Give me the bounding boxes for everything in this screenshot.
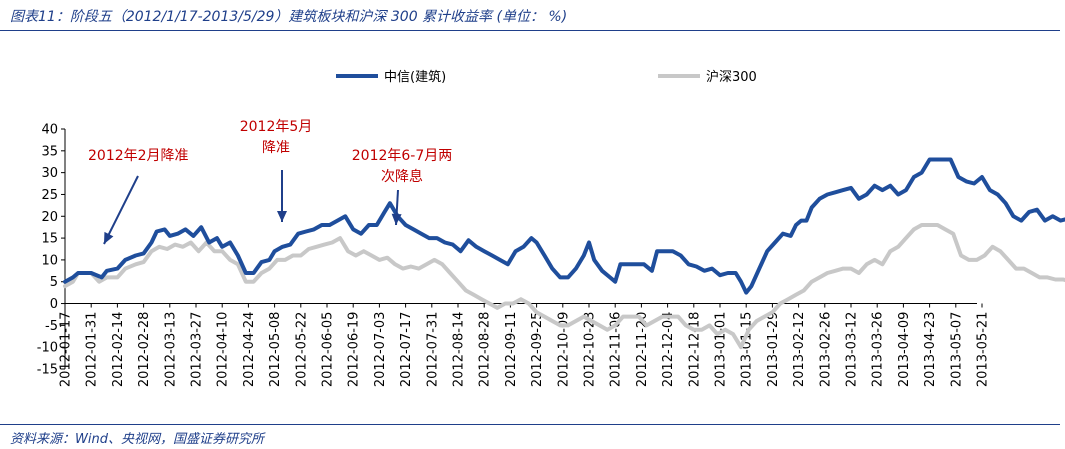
x-tick-label: 2012-11-06 [609, 312, 624, 388]
annotation-text: 2012年5月 [240, 119, 313, 135]
x-tick-label: 2013-04-23 [923, 312, 938, 388]
x-tick-label: 2012-01-17 [59, 312, 74, 388]
y-tick-label: 20 [41, 210, 58, 225]
x-tick-label: 2012-08-14 [452, 312, 467, 388]
x-tick-label: 2012-08-28 [478, 312, 493, 388]
annotation-text: 降准 [262, 140, 290, 156]
top-rule [0, 30, 1060, 31]
bottom-rule [0, 424, 1060, 425]
source-note: 资料来源：Wind、央视网，国盛证券研究所 [10, 432, 264, 447]
x-tick-label: 2013-01-15 [740, 312, 755, 388]
x-axis: 2012-01-17 2012-01-31 2012-02-14 2012-02-28… [59, 303, 991, 388]
x-tick-label: 2012-07-17 [399, 312, 414, 388]
x-tick-label: 2012-03-27 [190, 312, 205, 388]
y-tick-label: -5 [45, 319, 58, 334]
x-tick-label: 2013-05-21 [976, 312, 991, 388]
figure-title: 图表11：阶段五（2012/1/17-2013/5/29）建筑板块和沪深 300… [10, 9, 568, 25]
y-tick-label: 10 [41, 253, 58, 268]
y-tick-label: 0 [50, 297, 58, 312]
x-tick-label: 2013-03-26 [871, 312, 886, 388]
x-tick-label: 2012-03-13 [163, 312, 178, 388]
y-tick-label: 35 [41, 144, 58, 159]
x-tick-label: 2012-09-25 [530, 312, 545, 388]
annotation-arrowhead [391, 213, 402, 225]
annotation-arrowhead [104, 231, 114, 244]
x-tick-label: 2012-05-22 [294, 312, 309, 388]
x-tick-label: 2012-10-23 [583, 312, 598, 388]
plot-area [63, 157, 1065, 350]
x-tick-label: 2012-06-19 [347, 312, 362, 388]
line-chart: 中信(建筑) 沪深300 40 35 30 25 20 15 10 5 0 -5 -10 -15 201… [37, 69, 1065, 388]
x-tick-label: 2012-04-24 [242, 312, 257, 388]
y-axis: 40 35 30 25 20 15 10 5 0 -5 -10 -15 [37, 123, 66, 378]
x-tick-label: 2012-07-31 [425, 312, 440, 388]
x-tick-label: 2012-02-28 [137, 312, 152, 388]
annotation-arrowhead [277, 211, 287, 222]
x-tick-label: 2012-10-09 [556, 312, 571, 388]
y-tick-label: -15 [37, 363, 58, 378]
series-line-csi300 [63, 223, 1065, 350]
y-tick-label: 15 [41, 232, 58, 247]
series-line-construction [63, 157, 1065, 295]
x-tick-label: 2012-12-04 [661, 312, 676, 388]
y-tick-label: 25 [41, 188, 58, 203]
legend-label: 中信(建筑) [384, 69, 446, 85]
x-tick-label: 2012-11-20 [635, 312, 650, 388]
x-tick-label: 2012-12-18 [687, 312, 702, 388]
x-tick-label: 2013-02-26 [818, 312, 833, 388]
annotation-text: 次降息 [381, 168, 423, 185]
annotation-text: 2012年6-7月两 [352, 148, 453, 164]
legend-label: 沪深300 [706, 69, 757, 85]
x-tick-label: 2013-01-29 [766, 312, 781, 388]
y-tick-label: 40 [41, 123, 58, 138]
x-tick-label: 2013-01-01 [714, 312, 729, 388]
x-tick-label: 2012-05-08 [268, 312, 283, 388]
x-tick-label: 2013-04-09 [897, 312, 912, 388]
annotation-arrow [103, 175, 139, 245]
x-tick-label: 2012-04-10 [216, 312, 231, 388]
y-tick-label: -10 [37, 341, 58, 356]
legend: 中信(建筑) 沪深300 [336, 69, 757, 85]
x-tick-label: 2012-01-31 [85, 312, 100, 388]
x-tick-label: 2013-03-12 [845, 312, 860, 388]
x-tick-label: 2012-09-11 [504, 312, 519, 388]
y-tick-label: 30 [41, 166, 58, 181]
x-tick-label: 2012-06-05 [321, 312, 336, 388]
x-tick-label: 2012-07-03 [373, 312, 388, 388]
x-tick-label: 2013-02-12 [792, 312, 807, 388]
y-tick-label: 5 [50, 275, 58, 290]
x-tick-label: 2013-05-07 [949, 312, 964, 388]
x-tick-label: 2012-02-14 [111, 312, 126, 388]
annotation-text: 2012年2月降准 [88, 148, 189, 164]
